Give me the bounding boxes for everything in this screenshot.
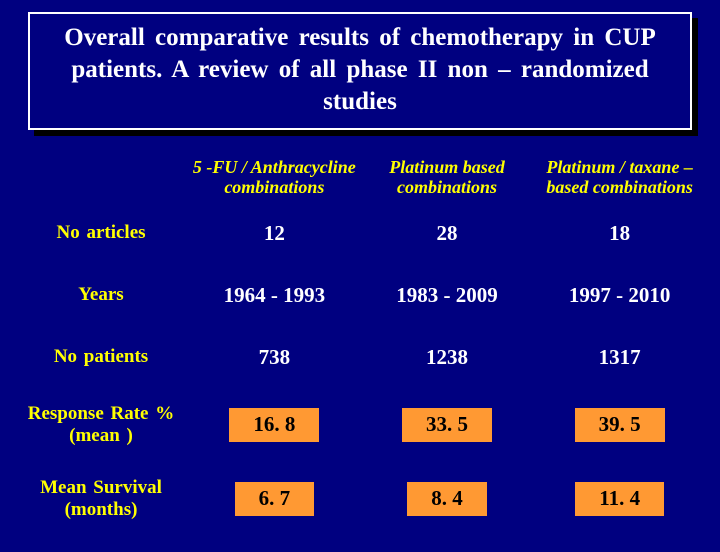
- row-years-label: Years: [14, 284, 188, 306]
- col-header-3-l2: based combinations: [546, 177, 693, 197]
- row-years-c2: 1983 - 2009: [361, 283, 534, 308]
- col-header-2-l2: combinations: [397, 177, 497, 197]
- row-years-c1: 1964 - 1993: [188, 283, 361, 308]
- row-patients-label: No patients: [14, 346, 188, 368]
- col-header-1: 5 -FU / Anthracycline combinations: [188, 157, 361, 202]
- row-response-label: Response Rate % (mean ): [14, 403, 188, 447]
- col-header-1-l2: combinations: [224, 177, 324, 197]
- row-survival-c3-wrap: 11. 4: [533, 482, 706, 516]
- col-header-2: Platinum based combinations: [361, 157, 534, 202]
- row-response-label-l2: (mean ): [69, 425, 133, 446]
- header-row: 5 -FU / Anthracycline combinations Plati…: [14, 144, 706, 202]
- title-box: Overall comparative results of chemother…: [28, 12, 692, 130]
- row-survival-c2: 8. 4: [407, 482, 487, 516]
- row-patients-c2: 1238: [361, 345, 534, 370]
- row-articles: No articles 12 28 18: [14, 202, 706, 264]
- row-articles-label: No articles: [14, 222, 188, 244]
- row-patients-c1: 738: [188, 345, 361, 370]
- row-survival-label: Mean Survival (months): [14, 477, 188, 521]
- row-response-c3: 39. 5: [575, 408, 665, 442]
- row-articles-c2: 28: [361, 221, 534, 246]
- row-survival-c3: 11. 4: [575, 482, 664, 516]
- title-container: Overall comparative results of chemother…: [28, 12, 692, 130]
- row-response-c2-wrap: 33. 5: [361, 408, 534, 442]
- row-response-c3-wrap: 39. 5: [533, 408, 706, 442]
- row-response-c1: 16. 8: [229, 408, 319, 442]
- row-articles-c3: 18: [533, 221, 706, 246]
- results-table: 5 -FU / Anthracycline combinations Plati…: [14, 144, 706, 536]
- row-response-label-l1: Response Rate %: [28, 403, 175, 424]
- col-header-1-l1: 5 -FU / Anthracycline: [193, 157, 356, 177]
- row-articles-c1: 12: [188, 221, 361, 246]
- row-survival-c2-wrap: 8. 4: [361, 482, 534, 516]
- slide-title: Overall comparative results of chemother…: [50, 22, 670, 118]
- row-years: Years 1964 - 1993 1983 - 2009 1997 - 201…: [14, 264, 706, 326]
- row-survival: Mean Survival (months) 6. 7 8. 4 11. 4: [14, 462, 706, 536]
- row-years-c3: 1997 - 2010: [533, 283, 706, 308]
- row-response: Response Rate % (mean ) 16. 8 33. 5 39. …: [14, 388, 706, 462]
- row-patients: No patients 738 1238 1317: [14, 326, 706, 388]
- row-patients-c3: 1317: [533, 345, 706, 370]
- row-survival-c1-wrap: 6. 7: [188, 482, 361, 516]
- row-survival-label-l2: (months): [65, 499, 138, 520]
- col-header-2-l1: Platinum based: [389, 157, 505, 177]
- row-survival-label-l1: Mean Survival: [40, 477, 162, 498]
- row-response-c2: 33. 5: [402, 408, 492, 442]
- row-response-c1-wrap: 16. 8: [188, 408, 361, 442]
- col-header-3-l1: Platinum / taxane –: [546, 157, 693, 177]
- col-header-3: Platinum / taxane – based combinations: [533, 157, 706, 202]
- row-survival-c1: 6. 7: [235, 482, 315, 516]
